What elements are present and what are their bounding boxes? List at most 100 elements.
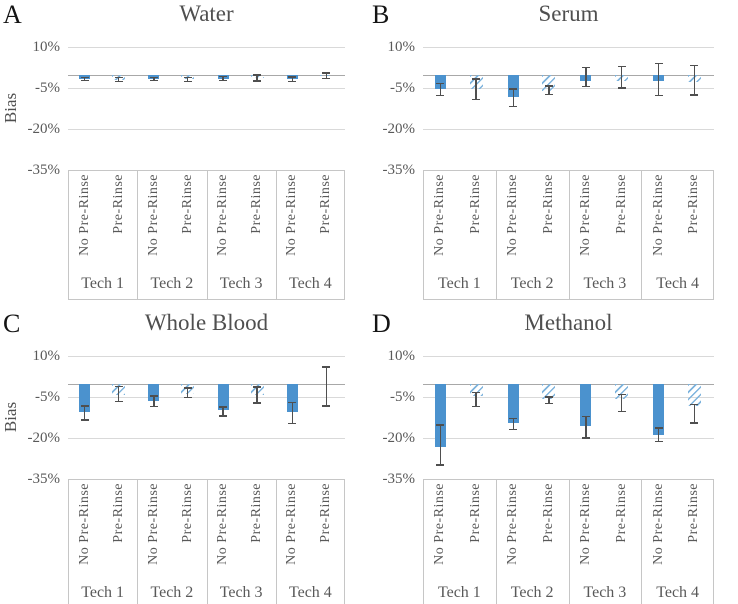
error-bar-cap — [544, 402, 553, 405]
condition-label: Pre-Rinse — [686, 482, 702, 543]
group-divider — [641, 478, 643, 604]
panel-title: Methanol — [524, 310, 613, 335]
condition-label: No Pre-Rinse — [284, 173, 300, 256]
error-bar-cap — [509, 88, 518, 90]
error-bar-cap — [472, 98, 481, 101]
error-bar-line — [187, 77, 189, 82]
error-bar-line — [620, 394, 623, 412]
error-bar-cap — [617, 411, 626, 413]
tech-label: Tech 4 — [656, 274, 700, 292]
panel-letter: A — [3, 0, 22, 29]
error-bar-cap — [581, 67, 590, 69]
error-bar-cap — [114, 80, 123, 83]
bar-solid — [434, 383, 446, 447]
error-bar-line — [325, 72, 327, 79]
error-bar-line — [83, 77, 86, 81]
error-bar-cap — [472, 78, 481, 80]
gridline — [423, 128, 714, 130]
error-bar-line — [222, 76, 224, 81]
y-tick-label: -20% — [27, 429, 61, 446]
gridline — [68, 397, 345, 399]
error-bar-cap — [183, 80, 192, 82]
condition-label: No Pre-Rinse — [505, 173, 521, 256]
condition-label: No Pre-Rinse — [650, 482, 666, 565]
y-tick-label: -20% — [382, 120, 416, 137]
error-bar-cap — [114, 401, 123, 403]
error-bar-cap — [436, 424, 445, 426]
group-divider — [137, 478, 139, 604]
tech-label: Tech 2 — [510, 583, 554, 601]
error-bar-cap — [581, 437, 590, 439]
bar-solid — [79, 383, 91, 412]
bar-solid — [434, 74, 446, 89]
gridline — [423, 397, 714, 399]
y-tick-label: -35% — [27, 161, 61, 178]
error-bar-cap — [690, 404, 699, 406]
error-bar-cap — [80, 76, 89, 79]
error-bar-cap — [509, 417, 518, 419]
error-bar-cap — [219, 415, 228, 417]
error-bar-cap — [219, 406, 228, 408]
gridline — [423, 356, 714, 358]
error-bar-cap — [322, 72, 331, 74]
panel-letter: C — [3, 309, 21, 338]
group-divider — [275, 169, 277, 300]
group-divider — [206, 478, 208, 604]
error-bar-line — [291, 402, 294, 424]
error-bar-line — [620, 66, 623, 88]
bar-hatched — [542, 383, 556, 399]
bar-solid — [217, 383, 229, 411]
panel-title: Water — [179, 1, 234, 26]
y-tick-label: -35% — [382, 161, 416, 178]
error-bar-cap — [581, 415, 590, 418]
group-divider — [275, 478, 277, 604]
error-bar-cap — [219, 75, 228, 78]
error-bar-line — [512, 418, 514, 430]
panel-title: Serum — [538, 1, 599, 26]
tech-label: Tech 3 — [583, 583, 627, 601]
tech-label: Tech 1 — [81, 583, 125, 601]
bar-solid — [580, 383, 592, 426]
y-tick-label: 10% — [32, 39, 61, 56]
error-bar-cap — [80, 405, 89, 407]
error-bar-cap — [253, 402, 262, 404]
bar-solid — [286, 383, 298, 413]
condition-label: No Pre-Rinse — [650, 173, 666, 256]
bar-hatched — [469, 383, 483, 397]
y-tick-label: -5% — [390, 80, 415, 97]
tech-label: Tech 4 — [288, 274, 332, 292]
tech-label: Tech 2 — [150, 583, 194, 601]
error-bar-line — [256, 75, 258, 81]
error-bar-line — [585, 416, 587, 439]
condition-label: No Pre-Rinse — [76, 482, 92, 565]
error-bar-cap — [288, 423, 297, 425]
error-bar-line — [512, 89, 514, 107]
zero-axis-line — [68, 74, 345, 76]
condition-label: Pre-Rinse — [613, 482, 629, 543]
error-bar-line — [153, 396, 155, 407]
tech-label: Tech 3 — [583, 274, 627, 292]
tech-label: Tech 2 — [150, 274, 194, 292]
gridline — [68, 437, 345, 439]
zero-axis-line — [423, 383, 714, 385]
error-bar-line — [548, 86, 550, 95]
y-tick-label: -35% — [27, 470, 61, 487]
condition-label: No Pre-Rinse — [505, 482, 521, 565]
panel-letter: B — [372, 0, 390, 29]
condition-label: No Pre-Rinse — [145, 482, 161, 565]
error-bar-cap — [288, 401, 297, 404]
condition-label: No Pre-Rinse — [145, 173, 161, 256]
error-bar-cap — [472, 405, 481, 408]
condition-label: No Pre-Rinse — [577, 482, 593, 565]
error-bar-line — [117, 386, 120, 402]
panel-c: C Whole Blood Bias 10% -5% -20% -35% No Pre-Rin… — [0, 302, 369, 604]
error-bar-cap — [617, 393, 626, 396]
error-bar-cap — [690, 422, 699, 424]
error-bar-line — [693, 404, 696, 423]
tech-label: Tech 2 — [510, 274, 554, 292]
error-bar-line — [187, 387, 189, 398]
y-tick-label: -20% — [382, 429, 416, 446]
error-bar-cap — [690, 64, 699, 66]
condition-label: Pre-Rinse — [179, 173, 195, 234]
error-bar-cap — [149, 395, 158, 397]
